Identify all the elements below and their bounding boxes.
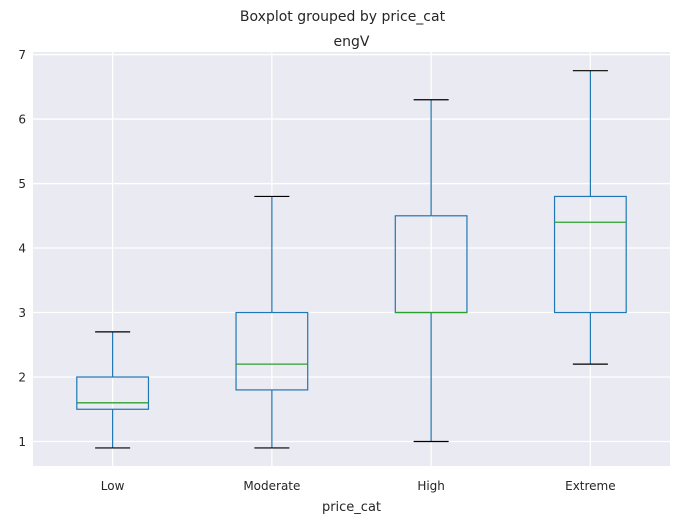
chart-title: engV xyxy=(334,34,370,50)
box-iqr xyxy=(553,195,627,314)
x-tick-label: Extreme xyxy=(565,479,616,493)
x-tick-label: Low xyxy=(101,479,125,493)
x-tick-label: Moderate xyxy=(243,479,300,493)
box-iqr xyxy=(235,311,309,391)
box-moderate xyxy=(235,195,309,449)
x-axis-ticks: Low Moderate High Extreme xyxy=(101,479,616,493)
y-axis-ticks: 1 2 3 4 5 6 7 xyxy=(18,48,26,449)
box-low xyxy=(76,331,150,449)
y-tick-label: 1 xyxy=(18,435,26,449)
chart-suptitle: Boxplot grouped by price_cat xyxy=(240,9,446,25)
y-tick-label: 4 xyxy=(18,242,26,256)
y-tick-label: 5 xyxy=(18,177,26,191)
box-iqr xyxy=(76,376,150,410)
x-axis-label: price_cat xyxy=(322,500,381,515)
x-tick-label: High xyxy=(417,479,445,493)
y-tick-label: 3 xyxy=(18,306,26,320)
y-tick-label: 7 xyxy=(18,48,26,62)
plot-area xyxy=(33,52,670,466)
y-tick-label: 6 xyxy=(18,113,26,127)
box-group xyxy=(76,70,627,449)
box-high xyxy=(394,99,468,443)
y-tick-label: 2 xyxy=(18,371,26,385)
box-extreme xyxy=(553,70,627,365)
